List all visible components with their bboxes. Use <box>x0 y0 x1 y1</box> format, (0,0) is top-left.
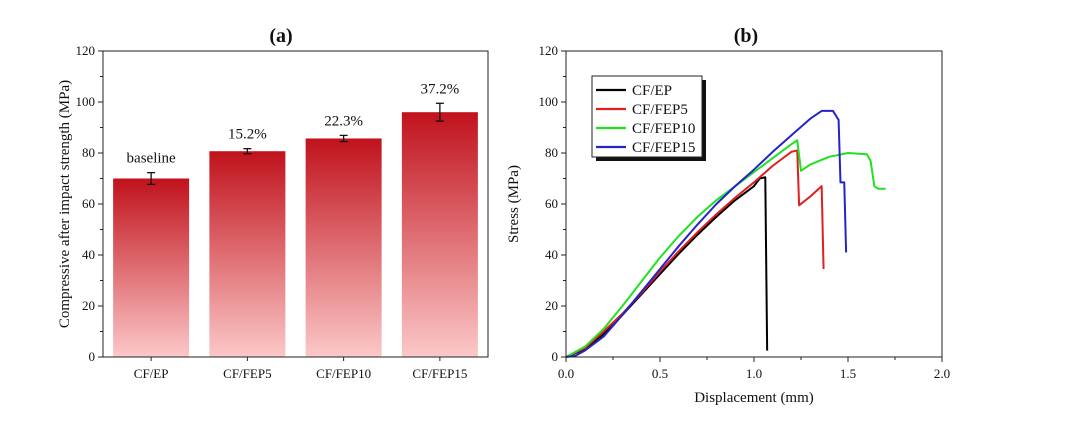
y-tick-label: 20 <box>545 298 558 313</box>
y-tick-label: 60 <box>545 196 558 211</box>
legend-label: CF/FEP10 <box>632 121 695 137</box>
legend-label: CF/FEP15 <box>632 140 695 156</box>
panel-b-y-axis: 0 20 40 60 80 100 120 <box>539 43 566 364</box>
bar-cf-fep10 <box>305 138 382 357</box>
x-tick-label: 1.0 <box>746 366 762 381</box>
panel-b-legend: CF/EP CF/FEP5 CF/FEP10 CF/FEP15 <box>591 75 706 161</box>
y-tick-label: 80 <box>545 145 558 160</box>
x-tick-label: CF/FEP5 <box>223 366 271 381</box>
x-tick-label: CF/EP <box>134 366 169 381</box>
y-tick-label: 120 <box>539 43 559 58</box>
y-tick-label: 40 <box>545 247 558 262</box>
panel-a-x-axis: CF/EP CF/FEP5 CF/FEP10 CF/FEP15 <box>134 357 467 381</box>
panel-b-series-lines <box>565 109 886 358</box>
x-tick-label: 0.5 <box>652 366 668 381</box>
bar-annotation: baseline <box>127 151 176 167</box>
error-bar <box>339 134 348 143</box>
series-line-cf-fep15 <box>565 109 848 358</box>
panel-a-error-bars <box>147 102 444 186</box>
series-line-cf-fep5 <box>565 149 825 358</box>
y-tick-label: 100 <box>76 94 96 109</box>
legend-box <box>591 75 703 158</box>
x-tick-label: CF/FEP15 <box>412 366 467 381</box>
panel-b-x-axis: 0.0 0.5 1.0 1.5 2.0 <box>558 357 950 381</box>
legend-label: CF/FEP5 <box>632 102 688 118</box>
y-tick-label: 80 <box>82 145 95 160</box>
x-tick-label: 1.5 <box>840 366 856 381</box>
y-tick-label: 20 <box>82 298 95 313</box>
legend-label: CF/EP <box>632 83 672 99</box>
panel-b-title: (b) <box>734 25 758 47</box>
panel-b-line-chart: (b) 0 20 40 60 80 100 120 0.0 0.5 1.0 1.5 2.0 Stre… <box>506 25 950 406</box>
series-line-cf-fep10 <box>565 139 886 358</box>
bar-annotation: 22.3% <box>324 113 363 129</box>
y-tick-label: 0 <box>89 349 96 364</box>
panel-a-bar-chart: (a) baseline 15.2% 22.3% 37.2% 0 20 40 60 80 100… <box>57 25 489 381</box>
x-tick-label: CF/FEP10 <box>316 366 371 381</box>
x-tick-label: 0.0 <box>558 366 574 381</box>
y-tick-label: 100 <box>539 94 559 109</box>
series-line-cf-ep <box>565 176 769 358</box>
legend-item: CF/FEP15 <box>596 140 695 156</box>
y-tick-label: 0 <box>552 349 559 364</box>
panel-a-y-axis: 0 20 40 60 80 100 120 <box>76 43 103 364</box>
y-tick-label: 60 <box>82 196 95 211</box>
y-tick-label: 40 <box>82 247 95 262</box>
legend-item: CF/FEP10 <box>596 121 695 137</box>
legend-item: CF/EP <box>596 83 672 99</box>
bar-annotation: 15.2% <box>228 127 267 143</box>
bar-cf-fep5 <box>209 151 286 357</box>
bar-annotation: 37.2% <box>421 81 460 97</box>
panel-a-bars <box>113 112 478 357</box>
panel-a-title: (a) <box>269 25 292 47</box>
panel-a-annotations: baseline 15.2% 22.3% 37.2% <box>127 81 460 166</box>
panel-b-x-axis-title: Displacement (mm) <box>694 390 814 406</box>
bar-cf-fep15 <box>401 112 478 357</box>
panel-b-y-axis-title: Stress (MPa) <box>506 165 522 243</box>
error-bar <box>147 171 156 186</box>
bar-cf-ep <box>113 178 190 357</box>
panel-a-y-axis-title: Compressive after impact strength (MPa) <box>57 80 73 328</box>
legend-item: CF/FEP5 <box>596 102 688 118</box>
y-tick-label: 120 <box>76 43 96 58</box>
x-tick-label: 2.0 <box>934 366 950 381</box>
error-bar <box>243 148 252 155</box>
error-bar <box>435 102 444 122</box>
